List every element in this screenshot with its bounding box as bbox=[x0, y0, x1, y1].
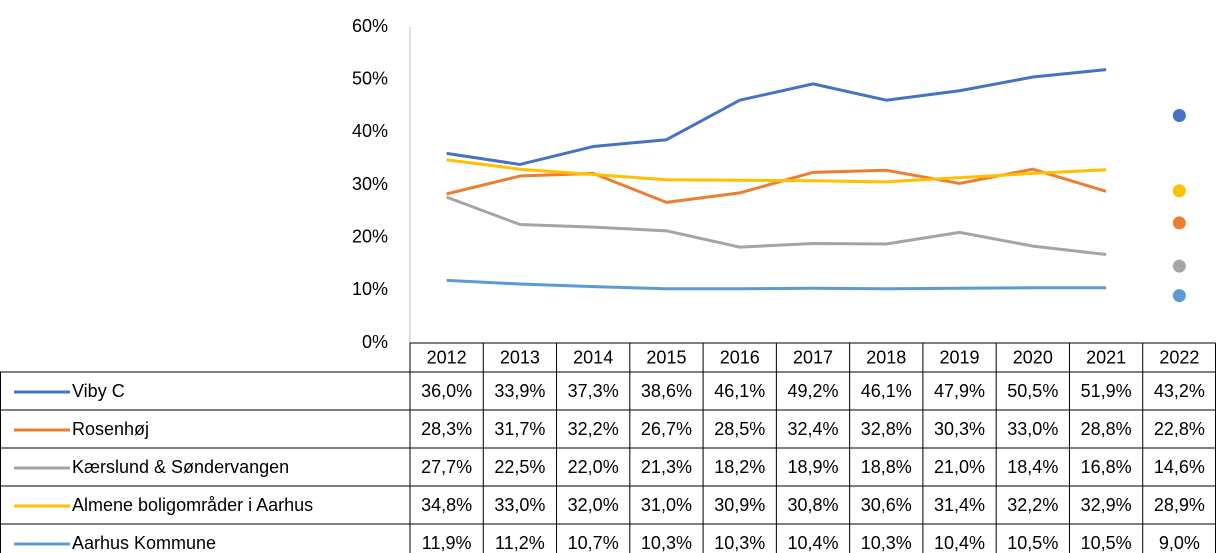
legend-label: Viby C bbox=[72, 381, 125, 401]
table-cell: 11,9% bbox=[422, 533, 472, 553]
series-line bbox=[446, 195, 1107, 257]
table-cell: 10,4% bbox=[787, 533, 838, 553]
table-cell: 28,9% bbox=[1154, 495, 1205, 515]
legend-label: Almene boligområder i Aarhus bbox=[72, 495, 313, 515]
series-dot bbox=[1172, 259, 1186, 273]
table-cell: 47,9% bbox=[934, 381, 985, 401]
series-dot bbox=[1172, 108, 1186, 122]
legend-label: Kærslund & Søndervangen bbox=[72, 457, 289, 477]
table-cell: 32,2% bbox=[568, 419, 619, 439]
table-cell: 30,3% bbox=[934, 419, 985, 439]
table-cell: 49,2% bbox=[787, 381, 838, 401]
table-cell: 31,0% bbox=[641, 495, 692, 515]
table-cell: 38,6% bbox=[641, 381, 692, 401]
table-cell: 28,5% bbox=[714, 419, 765, 439]
table-cell: 33,9% bbox=[494, 381, 545, 401]
table-cell: 9,0% bbox=[1159, 533, 1200, 553]
y-tick-label: 50% bbox=[352, 68, 388, 88]
table-cell: 10,4% bbox=[934, 533, 985, 553]
table-cell: 32,0% bbox=[568, 495, 619, 515]
table-cell: 31,7% bbox=[494, 419, 545, 439]
x-tick-label: 2017 bbox=[793, 347, 833, 367]
series-dot bbox=[1172, 184, 1186, 198]
x-tick-label: 2019 bbox=[940, 347, 980, 367]
table-cell: 51,9% bbox=[1081, 381, 1132, 401]
table-cell: 36,0% bbox=[421, 381, 472, 401]
x-tick-label: 2016 bbox=[720, 347, 760, 367]
legend-label: Rosenhøj bbox=[72, 419, 149, 439]
table-cell: 10,3% bbox=[861, 533, 912, 553]
table-cell: 28,3% bbox=[421, 419, 472, 439]
table-cell: 11,2% bbox=[495, 533, 545, 553]
legend-label: Aarhus Kommune bbox=[72, 533, 216, 553]
series-line bbox=[446, 158, 1107, 184]
table-cell: 32,4% bbox=[787, 419, 838, 439]
y-tick-label: 40% bbox=[352, 121, 388, 141]
table-cell: 18,2% bbox=[714, 457, 765, 477]
y-tick-label: 10% bbox=[352, 279, 388, 299]
table-cell: 18,9% bbox=[787, 457, 838, 477]
table-cell: 33,0% bbox=[494, 495, 545, 515]
y-tick-label: 0% bbox=[362, 332, 388, 352]
table-cell: 22,8% bbox=[1154, 419, 1205, 439]
series-dot bbox=[1172, 289, 1186, 303]
y-tick-label: 30% bbox=[352, 174, 388, 194]
x-tick-label: 2018 bbox=[866, 347, 906, 367]
table-cell: 10,7% bbox=[568, 533, 619, 553]
table-cell: 31,4% bbox=[934, 495, 985, 515]
series-line bbox=[446, 68, 1107, 166]
table-cell: 18,8% bbox=[861, 457, 912, 477]
table-cell: 10,5% bbox=[1081, 533, 1132, 553]
table-cell: 10,3% bbox=[714, 533, 765, 553]
table-cell: 33,0% bbox=[1007, 419, 1058, 439]
table-cell: 10,5% bbox=[1007, 533, 1058, 553]
x-tick-label: 2012 bbox=[427, 347, 467, 367]
table-cell: 14,6% bbox=[1154, 457, 1205, 477]
table-cell: 22,0% bbox=[568, 457, 619, 477]
table-cell: 30,6% bbox=[861, 495, 912, 515]
table-cell: 30,8% bbox=[787, 495, 838, 515]
table-cell: 50,5% bbox=[1007, 381, 1058, 401]
table-cell: 28,8% bbox=[1081, 419, 1132, 439]
table-cell: 16,8% bbox=[1081, 457, 1132, 477]
table-cell: 22,5% bbox=[494, 457, 545, 477]
table-cell: 32,9% bbox=[1081, 495, 1132, 515]
table-cell: 46,1% bbox=[714, 381, 765, 401]
table-cell: 26,7% bbox=[641, 419, 692, 439]
table-cell: 30,9% bbox=[714, 495, 765, 515]
table-cell: 34,8% bbox=[421, 495, 472, 515]
table-cell: 32,8% bbox=[861, 419, 912, 439]
table-cell: 10,3% bbox=[641, 533, 692, 553]
y-tick-label: 20% bbox=[352, 226, 388, 246]
x-tick-label: 2013 bbox=[500, 347, 540, 367]
table-cell: 43,2% bbox=[1154, 381, 1205, 401]
x-tick-label: 2015 bbox=[646, 347, 686, 367]
y-tick-label: 60% bbox=[352, 16, 388, 36]
table-cell: 21,3% bbox=[641, 457, 692, 477]
table-cell: 32,2% bbox=[1007, 495, 1058, 515]
x-tick-label: 2020 bbox=[1013, 347, 1053, 367]
x-tick-label: 2022 bbox=[1159, 347, 1199, 367]
table-cell: 18,4% bbox=[1007, 457, 1058, 477]
series-dot bbox=[1172, 216, 1186, 230]
table-cell: 46,1% bbox=[861, 381, 912, 401]
table-cell: 37,3% bbox=[568, 381, 619, 401]
series-line bbox=[446, 278, 1107, 291]
table-cell: 27,7% bbox=[421, 457, 472, 477]
x-tick-label: 2014 bbox=[573, 347, 613, 367]
table-cell: 21,0% bbox=[934, 457, 985, 477]
x-tick-label: 2021 bbox=[1086, 347, 1126, 367]
